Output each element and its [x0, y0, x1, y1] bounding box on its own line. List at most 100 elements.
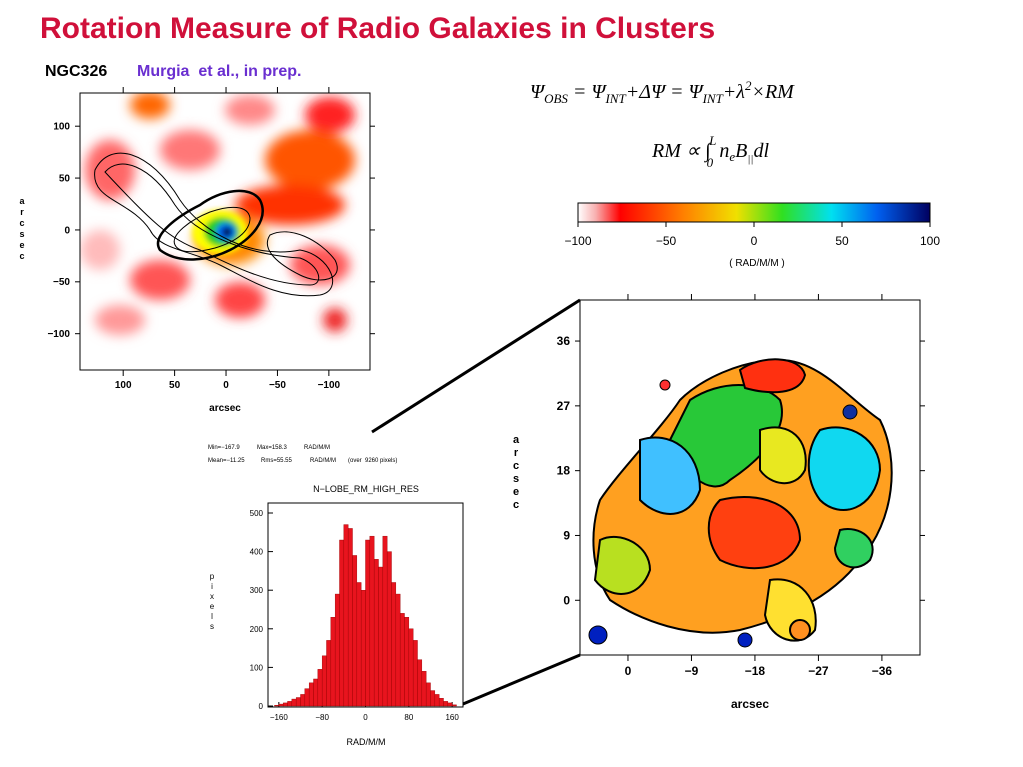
eq-sub: OBS [544, 91, 568, 106]
histogram-bar [443, 701, 449, 707]
left-map-frame [79, 92, 371, 371]
x-tick-label: 80 [404, 713, 413, 722]
y-tick-label: 500 [250, 509, 264, 518]
x-axis-label: arcsec [731, 697, 769, 711]
histogram-bar [438, 698, 444, 707]
eq-sup: L [708, 133, 716, 148]
histogram-title: N−LOBE_RM_HIGH_RES [313, 484, 419, 494]
histogram-bar [373, 559, 379, 707]
stat: (over 9260 pixels) [348, 458, 397, 464]
eq-part: dl [753, 140, 769, 162]
stat: RAD/M/M [304, 445, 330, 451]
histogram-bar [369, 535, 375, 707]
x-tick-label: −100 [318, 380, 341, 391]
eq-part: +ΔΨ = Ψ [626, 81, 705, 103]
x-tick-label: −27 [808, 664, 829, 678]
stat: Min=−167.9 [208, 445, 240, 451]
histogram-bar [360, 590, 366, 707]
eq-part: RM ∝ ∫ [651, 140, 712, 163]
eq-sub: INT [604, 91, 626, 106]
x-axis-label: arcsec [209, 403, 241, 414]
x-tick-label: 100 [115, 380, 132, 391]
histogram-bar [295, 697, 301, 707]
histogram-bar [313, 678, 319, 707]
x-tick-label: −50 [656, 234, 677, 248]
x-tick-label: −80 [315, 713, 329, 722]
eq-part: Ψ [530, 81, 546, 103]
histogram-bar [278, 703, 284, 707]
histogram-bar [404, 617, 410, 707]
eq-sub: 0 [707, 155, 714, 170]
histogram-bar [308, 682, 314, 707]
histogram-bar [412, 640, 418, 707]
x-tick-label: 160 [445, 713, 459, 722]
x-tick-label: −50 [269, 380, 286, 391]
x-tick-label: 0 [751, 234, 758, 248]
histogram-bar [274, 705, 280, 707]
histogram-bar [304, 688, 310, 707]
x-tick-label: −9 [685, 664, 699, 678]
histogram-bar [395, 593, 401, 707]
y-axis-label: arcsec [510, 434, 522, 512]
histogram-bar [430, 690, 436, 707]
y-tick-label: −100 [47, 329, 70, 340]
histogram-bar [408, 628, 414, 707]
x-tick-label: −18 [745, 664, 766, 678]
histogram-bar [356, 582, 362, 707]
histogram-bar [347, 528, 353, 707]
y-tick-label: 36 [557, 334, 571, 348]
histogram-bar [421, 671, 427, 707]
histogram-bar [326, 640, 332, 707]
x-tick-label: 100 [920, 234, 940, 248]
x-tick-label: −160 [270, 713, 289, 722]
histogram-bar [417, 659, 423, 707]
histogram-bar [382, 535, 388, 707]
eq-part: ×RM [751, 81, 795, 103]
left-map-image [80, 93, 370, 370]
histogram-bar [282, 702, 288, 707]
histogram-bar [391, 582, 397, 707]
histogram-bar [447, 702, 453, 707]
y-tick-label: 0 [64, 225, 70, 236]
eq-part: = Ψ [568, 81, 607, 103]
x-tick-label: 50 [169, 380, 181, 391]
y-tick-label: 300 [250, 586, 264, 595]
x-tick-label: −36 [872, 664, 893, 678]
histogram-bar [378, 566, 384, 707]
y-tick-label: 200 [250, 625, 264, 634]
y-tick-label: 400 [250, 548, 264, 557]
histogram-bar [330, 617, 336, 707]
histogram-bar [425, 682, 431, 707]
y-axis-label: arcsec [17, 196, 27, 262]
rm-equation: RM ∝ ∫ 0 L neB||dl [651, 133, 769, 170]
y-tick-label: −50 [53, 277, 70, 288]
object-name: NGC326 [45, 63, 107, 80]
x-tick-label: −100 [564, 234, 591, 248]
y-tick-label: 100 [250, 663, 264, 672]
histogram-bar [339, 539, 345, 707]
right-map-image [580, 300, 920, 655]
authors: Murgia et al., in prep. [137, 63, 301, 80]
histogram-bar [343, 524, 349, 707]
y-tick-label: 0 [259, 702, 264, 711]
zoom-line [462, 653, 581, 706]
histogram-bar [434, 694, 440, 707]
colorbar [577, 202, 931, 223]
y-tick-label: 27 [557, 399, 571, 413]
eq-part: +λ [723, 81, 745, 103]
histogram-bar [287, 701, 293, 707]
eq-sup: 2 [745, 78, 752, 93]
histogram-bar [399, 613, 405, 707]
slide-title: Rotation Measure of Radio Galaxies in Cl… [40, 12, 715, 45]
histogram-bar [386, 551, 392, 707]
x-axis-label: RAD/M/M [347, 737, 386, 747]
faraday-equation: ΨOBS = ΨINT+ΔΨ = ΨINT+λ2×RM [530, 78, 795, 106]
right-map-frame [579, 299, 921, 656]
eq-sub: || [747, 153, 753, 165]
eq-part: B [735, 140, 747, 162]
x-tick-label: 0 [223, 380, 229, 391]
stat: RAD/M/M [310, 458, 336, 464]
histogram-bar [317, 669, 323, 707]
histogram-bar [451, 704, 457, 707]
